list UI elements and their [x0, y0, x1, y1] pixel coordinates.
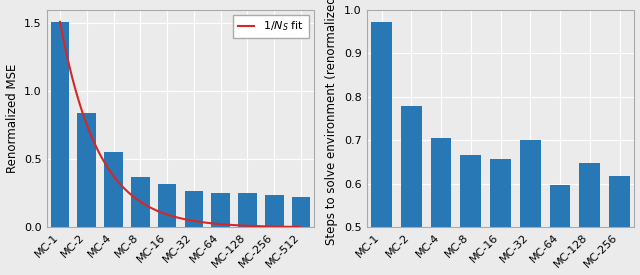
- Bar: [490, 160, 511, 275]
- Bar: [211, 193, 230, 227]
- Legend: $1/N_S$ fit: $1/N_S$ fit: [234, 15, 309, 38]
- Bar: [460, 155, 481, 275]
- Bar: [184, 191, 204, 227]
- Y-axis label: Renormalized MSE: Renormalized MSE: [6, 64, 19, 173]
- Bar: [609, 176, 630, 275]
- Bar: [265, 195, 284, 227]
- Y-axis label: Steps to solve environment (renormalized): Steps to solve environment (renormalized…: [326, 0, 339, 245]
- Bar: [51, 22, 69, 227]
- Bar: [292, 197, 310, 227]
- Bar: [104, 153, 123, 227]
- Bar: [520, 140, 541, 275]
- Bar: [238, 193, 257, 227]
- Bar: [431, 138, 451, 275]
- Bar: [371, 22, 392, 275]
- Bar: [131, 177, 150, 227]
- Bar: [579, 163, 600, 275]
- Bar: [157, 184, 177, 227]
- Bar: [550, 185, 570, 275]
- Bar: [401, 106, 422, 275]
- Bar: [77, 113, 96, 227]
